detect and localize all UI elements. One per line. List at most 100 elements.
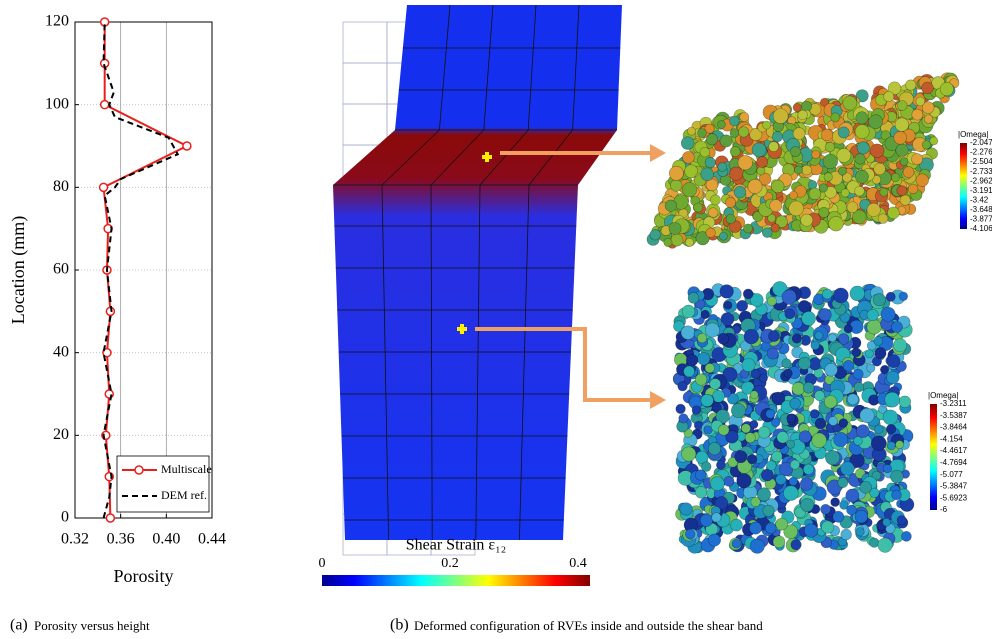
particle — [701, 462, 711, 472]
particle — [828, 334, 836, 342]
grid-cell — [343, 63, 387, 104]
particle — [844, 325, 852, 333]
particle — [680, 503, 693, 516]
particle — [708, 534, 720, 546]
particle — [869, 538, 879, 548]
particle — [908, 184, 918, 194]
particle — [682, 182, 696, 196]
particle — [838, 167, 846, 175]
particle — [799, 431, 811, 443]
particle — [716, 460, 725, 469]
x-tick-label: 0.36 — [107, 531, 135, 548]
legend-value: -3.5387 — [940, 411, 968, 420]
marker — [105, 390, 113, 398]
particle — [765, 523, 776, 534]
legend-value: -4.1064 — [970, 224, 992, 233]
particle — [731, 403, 745, 417]
particle — [688, 292, 699, 303]
particle — [701, 168, 714, 181]
particle — [678, 381, 688, 391]
particle — [726, 214, 735, 223]
particle — [757, 167, 765, 175]
particle — [854, 382, 864, 392]
particle — [831, 113, 840, 122]
particle — [825, 142, 835, 152]
particle — [887, 371, 900, 384]
particle — [750, 420, 758, 428]
particle — [741, 424, 750, 433]
particle — [843, 360, 854, 371]
particle — [697, 353, 710, 366]
particle — [875, 347, 886, 358]
particle — [874, 425, 883, 434]
particle — [829, 416, 838, 425]
y-tick-label: 40 — [53, 343, 69, 360]
legend-value: -2.0472 — [970, 138, 992, 147]
particle — [846, 489, 859, 502]
caption-label: (a) — [10, 617, 28, 634]
particle — [732, 539, 741, 548]
particle — [881, 307, 895, 321]
particle — [682, 447, 696, 461]
particle — [766, 461, 776, 471]
particle — [802, 165, 812, 175]
particle — [710, 195, 720, 205]
particle — [867, 203, 880, 216]
legend-value: -2.5048 — [970, 157, 992, 166]
particle — [743, 289, 753, 299]
particle — [768, 331, 779, 342]
particle — [814, 390, 824, 400]
particle — [737, 473, 751, 487]
particle — [776, 474, 787, 485]
particle — [679, 414, 688, 423]
particle — [824, 173, 833, 182]
particle — [763, 505, 774, 516]
particle — [676, 404, 686, 414]
y-axis-label: Location (mm) — [8, 216, 29, 324]
particle — [887, 207, 899, 219]
particle — [794, 166, 802, 174]
particle — [790, 460, 799, 469]
particle — [694, 203, 703, 212]
particle — [757, 156, 768, 167]
x-tick-label: 0.40 — [152, 531, 180, 548]
particle — [883, 518, 891, 526]
particle — [897, 516, 906, 525]
particle — [899, 292, 908, 301]
particle — [738, 127, 748, 137]
particle — [867, 364, 875, 372]
y-tick-label: 0 — [61, 509, 69, 526]
particle — [766, 409, 775, 418]
particle — [847, 394, 858, 405]
particle — [856, 425, 869, 438]
particle — [860, 481, 872, 493]
particle — [744, 329, 759, 344]
particle — [829, 216, 844, 231]
particle — [783, 486, 798, 501]
particle — [685, 529, 695, 539]
y-tick-label: 120 — [45, 13, 69, 30]
particle — [682, 151, 694, 163]
particle — [743, 224, 752, 233]
legend-label: Multiscale — [161, 462, 212, 476]
legend-value: -2.9624 — [970, 176, 992, 185]
marker — [183, 142, 191, 150]
particle — [884, 91, 894, 101]
particle — [745, 433, 755, 443]
particle — [718, 425, 729, 436]
particle — [798, 300, 810, 312]
particle — [867, 320, 881, 334]
particle — [740, 112, 749, 121]
particle — [708, 442, 720, 454]
particle — [895, 441, 903, 449]
colorbar-label: Shear Strain ε₁₂ — [406, 537, 507, 554]
particle — [878, 214, 888, 224]
particle — [750, 539, 764, 553]
particle — [747, 454, 757, 464]
legend-value: -4.154 — [940, 434, 963, 443]
caption-label: (b) — [390, 617, 409, 634]
grid-cell — [343, 104, 387, 145]
particle — [855, 510, 868, 523]
particle — [710, 477, 724, 491]
particle — [819, 184, 828, 193]
